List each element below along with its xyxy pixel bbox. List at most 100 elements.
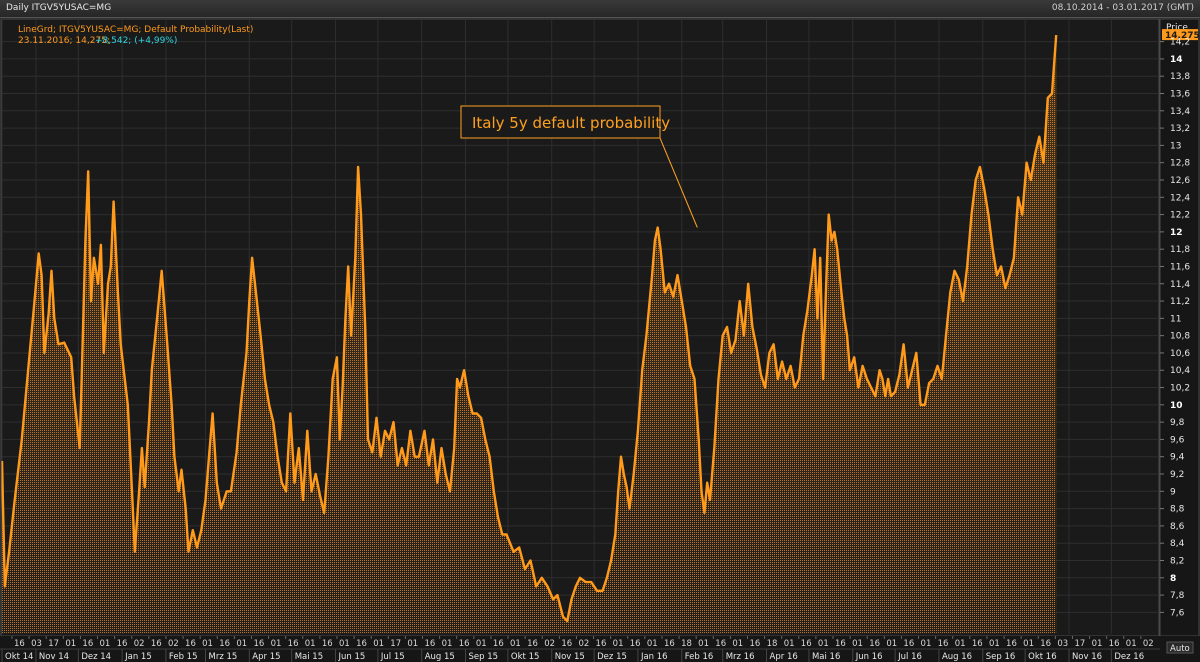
x-day-tick-label: 02 — [1143, 639, 1154, 649]
y-tick-label: 10,6 — [1170, 349, 1190, 359]
x-month-label: Okt 15 — [511, 652, 539, 662]
x-day-tick-label: 01 — [784, 639, 795, 649]
y-tick-label: 12 — [1170, 228, 1183, 238]
y-tick-label: 12,4 — [1170, 193, 1190, 203]
series-line-layer — [0, 35, 1058, 623]
x-day-tick-label: 01 — [989, 639, 1000, 649]
y-tick-label: 9 — [1170, 487, 1176, 497]
x-day-tick-label: 01 — [1092, 639, 1103, 649]
x-day-tick-label: 16 — [630, 639, 641, 649]
x-day-tick-label: 18 — [681, 639, 692, 649]
x-month-label: Nov 16 — [1072, 652, 1102, 662]
y-tick-label: 11,6 — [1170, 262, 1190, 272]
x-day-tick-label: 16 — [903, 639, 914, 649]
x-day-tick-label: 16 — [151, 639, 162, 649]
y-tick-label: 10,4 — [1170, 366, 1190, 376]
y-tick-label: 12,6 — [1170, 176, 1190, 186]
annotation-callout[interactable]: Italy 5y default probability — [460, 105, 698, 228]
x-month-label: Mai 15 — [295, 652, 323, 662]
y-tick-label: 11,2 — [1170, 297, 1190, 307]
y-tick-label: 8 — [1170, 574, 1176, 584]
last-value-label: 14,275 — [1165, 31, 1200, 41]
last-value-marker — [1162, 29, 1198, 41]
x-month-label: Feb 15 — [169, 652, 198, 662]
y-tick-label: 12,2 — [1170, 211, 1190, 221]
x-day-tick-label: 01 — [1023, 639, 1034, 649]
x-day-tick-label: 16 — [82, 639, 93, 649]
y-tick-label: 10 — [1170, 401, 1183, 411]
x-month-label: Nov 15 — [555, 652, 585, 662]
y-tick-label: 11,4 — [1170, 280, 1190, 290]
x-day-tick-label: 01 — [921, 639, 932, 649]
series-line[interactable] — [0, 35, 1058, 623]
x-axis-ticks: Okt 14 Nov 14 Dez 14 Jan 15 Feb 15 Mrz 15 Apr … — [1, 636, 1154, 662]
y-tick-label: 9,6 — [1170, 435, 1185, 445]
x-day-tick-label: 01 — [407, 639, 418, 649]
x-day-tick-label: 17 — [48, 639, 59, 649]
x-day-tick-label: 01 — [698, 639, 709, 649]
x-day-tick-label: 16 — [117, 639, 128, 649]
x-day-tick-label: 01 — [339, 639, 350, 649]
x-day-tick-label: 16 — [1040, 639, 1051, 649]
annotation-leader-line — [659, 137, 698, 228]
x-day-tick-label: 16 — [14, 639, 25, 649]
y-tick-label: 8,4 — [1170, 539, 1185, 549]
y-tick-label: 13,4 — [1170, 107, 1190, 117]
x-month-label: Jan 15 — [124, 652, 152, 662]
x-day-tick-label: 17 — [390, 639, 401, 649]
auto-scale-button[interactable] — [1166, 641, 1194, 654]
annotation-box — [460, 105, 661, 139]
area-fill-layer — [2, 35, 1057, 635]
x-day-tick-label: 01 — [732, 639, 743, 649]
x-day-tick-label: 16 — [219, 639, 230, 649]
x-month-label: Jun 16 — [855, 652, 883, 662]
x-month-label: Jun 15 — [338, 652, 366, 662]
x-day-tick-label: 16 — [425, 639, 436, 649]
y-tick-label: 13,2 — [1170, 124, 1190, 134]
x-day-tick-label: 01 — [613, 639, 624, 649]
y-tick-label: 7,8 — [1170, 591, 1185, 601]
x-month-label: Jul 16 — [897, 652, 922, 662]
x-month-label: Nov 14 — [39, 652, 69, 662]
x-month-label: Mrz 16 — [726, 652, 755, 662]
x-day-tick-label: 03 — [31, 639, 42, 649]
x-day-tick-label: 16 — [749, 639, 760, 649]
chart-date-range: 08.10.2014 - 03.01.2017 (GMT) — [1051, 3, 1194, 13]
x-day-tick-label: 16 — [527, 639, 538, 649]
x-day-tick-label: 02 — [168, 639, 179, 649]
x-day-tick-label: 16 — [972, 639, 983, 649]
x-month-label: Mrz 15 — [209, 652, 238, 662]
x-day-tick-label: 01 — [647, 639, 658, 649]
legend-series-line: LineGrd; ITGV5YUSAC=MG; Default Probabil… — [18, 25, 253, 35]
x-day-tick-label: 16 — [1109, 639, 1120, 649]
x-day-tick-label: 16 — [253, 639, 264, 649]
x-day-tick-label: 16 — [493, 639, 504, 649]
x-day-tick-label: 16 — [596, 639, 607, 649]
chart-instrument-title: Daily ITGV5YUSAC=MG — [6, 3, 112, 13]
y-tick-label: 9,2 — [1170, 470, 1184, 480]
series-area-fill — [2, 35, 1057, 635]
legend-change-value: +8,542; (+4,99%) — [95, 36, 177, 46]
x-day-tick-label: 01 — [1126, 639, 1137, 649]
x-day-tick-label: 16 — [356, 639, 367, 649]
y-tick-label: 8,6 — [1170, 522, 1185, 532]
x-day-tick-label: 01 — [65, 639, 76, 649]
x-day-tick-label: 01 — [818, 639, 829, 649]
x-month-label: Sep 15 — [469, 652, 499, 662]
x-month-label: Dez 15 — [597, 652, 627, 662]
x-month-label: Jul 15 — [380, 652, 405, 662]
x-month-label: Apr 16 — [770, 652, 798, 662]
x-day-tick-label: 02 — [134, 639, 145, 649]
y-tick-label: 8,2 — [1170, 556, 1184, 566]
x-day-tick-label: 01 — [236, 639, 247, 649]
y-tick-label: 7,6 — [1170, 608, 1185, 618]
x-day-tick-label: 02 — [544, 639, 555, 649]
y-tick-label: 11,8 — [1170, 245, 1190, 255]
x-day-tick-label: 01 — [100, 639, 111, 649]
x-day-tick-label: 01 — [955, 639, 966, 649]
y-tick-label: 14,2 — [1170, 38, 1190, 48]
x-month-label: Feb 16 — [685, 652, 714, 662]
x-day-tick-label: 16 — [938, 639, 949, 649]
y-axis-title: Price — [1166, 23, 1188, 33]
